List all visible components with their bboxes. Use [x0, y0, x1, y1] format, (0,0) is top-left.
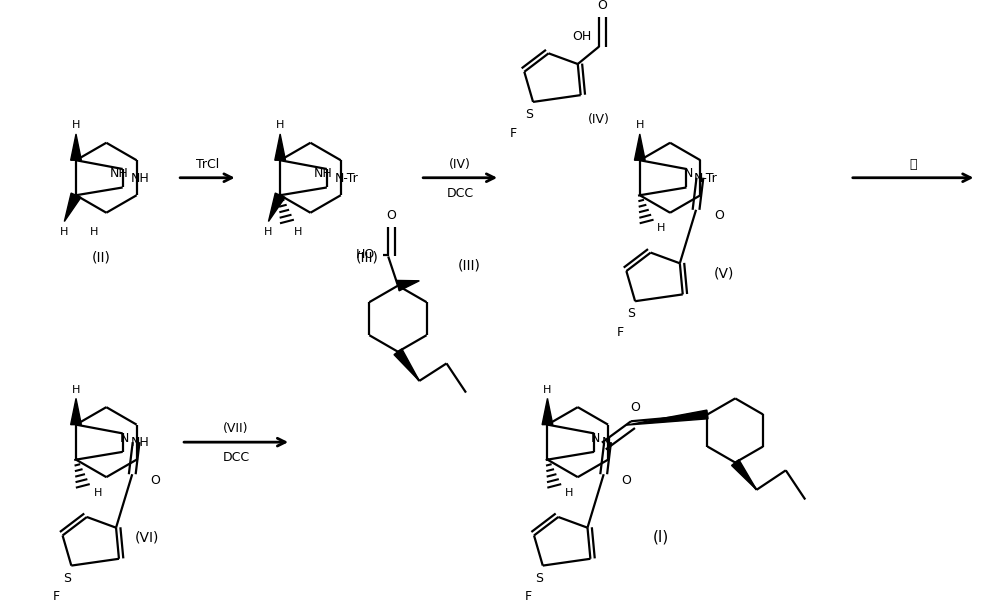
Text: O: O	[597, 0, 607, 12]
Text: N-Tr: N-Tr	[335, 172, 358, 185]
Polygon shape	[71, 134, 81, 160]
Text: O: O	[714, 209, 724, 222]
Text: (IV): (IV)	[587, 113, 609, 126]
Polygon shape	[634, 134, 645, 160]
Text: N: N	[602, 436, 611, 449]
Polygon shape	[394, 349, 419, 381]
Text: H: H	[60, 227, 68, 237]
Text: O: O	[387, 209, 397, 222]
Text: NH: NH	[130, 172, 149, 185]
Polygon shape	[64, 193, 81, 221]
Text: (IV): (IV)	[449, 157, 471, 171]
Polygon shape	[397, 280, 419, 291]
Text: H: H	[636, 120, 644, 130]
Text: N: N	[119, 432, 129, 445]
Text: N-Tr: N-Tr	[694, 172, 718, 185]
Polygon shape	[542, 399, 553, 425]
Text: F: F	[53, 590, 60, 603]
Text: N: N	[683, 168, 693, 180]
Text: (V): (V)	[713, 266, 734, 280]
Polygon shape	[275, 134, 285, 160]
Text: S: S	[627, 308, 635, 320]
Text: H: H	[294, 227, 302, 237]
Text: H: H	[276, 120, 284, 130]
Text: S: S	[63, 572, 71, 585]
Text: F: F	[525, 590, 532, 603]
Polygon shape	[71, 399, 81, 425]
Text: (VII): (VII)	[223, 422, 249, 435]
Polygon shape	[626, 410, 708, 425]
Text: N: N	[591, 432, 600, 445]
Text: NH: NH	[314, 168, 333, 180]
Text: H: H	[264, 227, 272, 237]
Text: (III): (III)	[458, 258, 481, 272]
Text: O: O	[150, 473, 160, 487]
Text: HO: HO	[355, 248, 375, 261]
Text: F: F	[510, 127, 517, 139]
Text: H: H	[72, 120, 80, 130]
Text: (III): (III)	[355, 250, 378, 265]
Text: H: H	[543, 385, 552, 394]
Text: (II): (II)	[92, 250, 111, 265]
Text: (I): (I)	[652, 530, 669, 545]
Text: (VI): (VI)	[135, 531, 159, 545]
Text: S: S	[525, 108, 533, 121]
Text: TrCl: TrCl	[196, 157, 219, 171]
Text: OH: OH	[572, 30, 591, 43]
Text: S: S	[535, 572, 543, 585]
Text: O: O	[622, 473, 632, 487]
Text: NH: NH	[110, 168, 129, 180]
Polygon shape	[268, 193, 285, 221]
Text: H: H	[90, 227, 98, 237]
Text: H: H	[657, 223, 666, 233]
Text: DCC: DCC	[447, 187, 474, 200]
Text: NH: NH	[130, 436, 149, 449]
Text: F: F	[617, 326, 624, 339]
Text: H: H	[72, 385, 80, 394]
Text: O: O	[630, 401, 640, 414]
Text: H: H	[94, 488, 102, 497]
Text: H: H	[565, 488, 573, 497]
Polygon shape	[732, 459, 757, 490]
Text: DCC: DCC	[223, 451, 250, 464]
Text: 酸: 酸	[909, 157, 917, 171]
